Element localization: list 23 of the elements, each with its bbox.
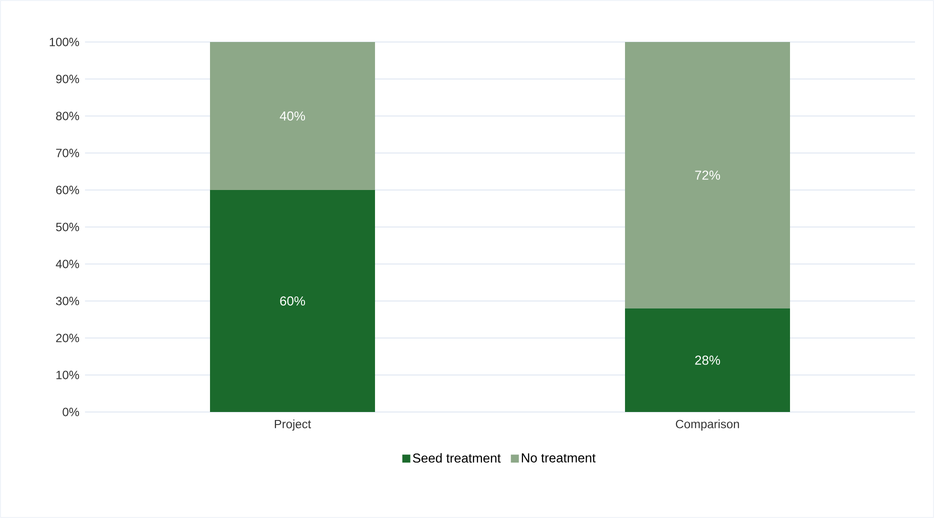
y-tick-label: 90%: [56, 74, 80, 84]
x-tick-label: Project: [274, 420, 312, 431]
y-tick-label: 0%: [62, 408, 80, 416]
y-tick-label: 40%: [56, 260, 80, 268]
y-tick-label: 60%: [56, 186, 80, 194]
legend-label: No treatment: [522, 453, 596, 462]
data-label: 40%: [280, 111, 306, 121]
data-label: 60%: [280, 296, 306, 306]
bar: [625, 308, 790, 412]
bar: [625, 42, 790, 308]
y-tick-label: 30%: [56, 296, 80, 306]
data-label: 28%: [695, 356, 720, 365]
bar: [210, 190, 376, 412]
data-label: 72%: [695, 170, 720, 180]
y-tick-label: 20%: [56, 334, 80, 342]
bar: [210, 42, 376, 190]
y-tick-label: 100%: [50, 38, 80, 46]
y-tick-label: 70%: [56, 148, 80, 158]
legend-label: Seed treatment: [412, 453, 501, 463]
y-tick-label: 10%: [56, 370, 80, 380]
y-tick-label: 80%: [56, 112, 80, 120]
y-tick-label: 50%: [56, 222, 80, 232]
x-tick-label: Comparison: [676, 420, 739, 431]
